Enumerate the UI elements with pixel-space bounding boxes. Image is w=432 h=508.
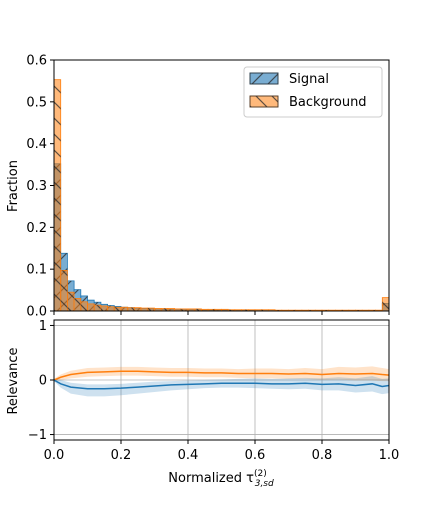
x-tick-label: 1.0 — [379, 448, 400, 463]
histogram-bar-hatch-background — [382, 298, 389, 311]
relevance-y-tick-label: 1 — [39, 319, 47, 334]
x-tick-label: 0.2 — [111, 448, 132, 463]
histogram-bar-hatch-background — [121, 307, 128, 311]
histogram-y-tick-label: 0.0 — [26, 305, 47, 320]
x-tick-label: 0.4 — [178, 448, 199, 463]
histogram-bar-hatch-background — [61, 270, 68, 311]
histogram-y-tick-label: 0.6 — [26, 54, 47, 69]
x-axis-label-subscript: 3,sd — [255, 479, 274, 489]
legend-label-signal: Signal — [289, 72, 329, 87]
histogram-bar-hatch-background — [94, 305, 101, 311]
histogram-panel: 0.0 0.1 0.2 0.3 0.4 0.5 0.6 Fraction Signal Ba… — [6, 54, 389, 320]
histogram-y-tick-label: 0.1 — [26, 263, 47, 278]
histogram-bar-hatch-background — [81, 302, 88, 311]
x-axis-label-main: Normalized τ — [168, 471, 254, 486]
histogram-y-tick-label: 0.4 — [26, 137, 47, 152]
histogram-bar-hatch-background — [114, 307, 121, 311]
histogram-y-tick-label: 0.5 — [26, 95, 47, 110]
histogram-bar-hatch-background — [108, 307, 115, 311]
histogram-bar-hatch-background — [74, 298, 81, 311]
histogram-bar-hatch-background — [101, 306, 108, 311]
x-axis-label: Normalized τ(2)3,sd — [168, 469, 274, 489]
x-tick-label: 0.6 — [245, 448, 266, 463]
x-tick-label: 0.8 — [312, 448, 333, 463]
relevance-band-signal — [54, 376, 389, 396]
histogram-y-tick-label: 0.2 — [26, 221, 47, 236]
histogram-y-label: Fraction — [6, 160, 21, 212]
histogram-y-tick-label: 0.3 — [26, 179, 47, 194]
histogram-bar-hatch-background — [54, 80, 61, 311]
histogram-bar-hatch-background — [134, 308, 141, 311]
legend-hatch-signal — [250, 73, 278, 84]
relevance-y-ticks: −1 0 1 — [28, 319, 54, 443]
histogram-bar-hatch-background — [128, 308, 135, 311]
relevance-y-tick-label: −1 — [28, 428, 47, 443]
relevance-y-tick-label: 0 — [39, 374, 47, 389]
legend-label-background: Background — [289, 95, 367, 110]
relevance-series — [54, 366, 389, 396]
x-axis-label-superscript: (2) — [254, 469, 267, 479]
relevance-panel: −1 0 1 0.0 0.2 0.4 0.6 0.8 1.0 Relevance Normal… — [6, 319, 399, 489]
relevance-x-ticks: 0.0 0.2 0.4 0.6 0.8 1.0 — [44, 440, 400, 463]
histogram-bar-hatch-background — [88, 304, 95, 311]
legend: Signal Background — [244, 67, 382, 117]
x-tick-label: 0.0 — [44, 448, 65, 463]
legend-hatch-background — [250, 96, 278, 107]
relevance-y-label: Relevance — [6, 347, 21, 414]
histogram-bar-hatch-background — [67, 292, 74, 311]
